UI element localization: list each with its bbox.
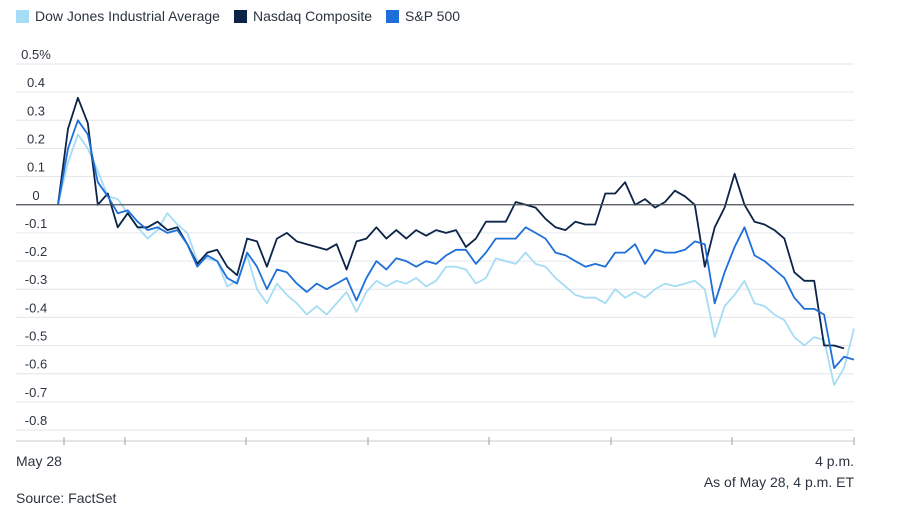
legend-item-dow: Dow Jones Industrial Average <box>16 8 220 24</box>
y-tick-label: -0.1 <box>25 216 47 231</box>
axis-layer: 0.5% 0.4 0.3 0.2 0.1 0 -0.1 -0.2 -0.3 -0.4 -0.5 -0.… <box>16 47 855 445</box>
x-end-label: 4 p.m. <box>815 453 854 469</box>
x-start-label: May 28 <box>16 453 62 469</box>
y-tick-label: -0.4 <box>25 300 47 315</box>
legend-item-nasdaq: Nasdaq Composite <box>233 8 373 24</box>
dow-series-line <box>57 133 855 386</box>
as-of-note: As of May 28, 4 p.m. ET <box>704 474 855 490</box>
legend-swatch-sp500 <box>386 9 400 23</box>
y-tick-label: -0.2 <box>25 244 47 259</box>
y-tick-label: -0.3 <box>25 272 47 287</box>
sp500-series-line <box>57 119 855 370</box>
y-tick-label: 0 <box>32 188 39 203</box>
legend-label-nasdaq: Nasdaq Composite <box>252 8 373 24</box>
y-tick-label: -0.7 <box>25 385 47 400</box>
y-tick-label: -0.5 <box>25 329 47 344</box>
y-tick-label: 0.4 <box>27 75 45 90</box>
legend: Dow Jones Industrial Average Nasdaq Comp… <box>16 8 460 24</box>
legend-swatch-nasdaq <box>233 9 247 23</box>
y-tick-label: -0.8 <box>25 413 47 428</box>
legend-swatch-dow <box>16 9 29 23</box>
y-tick-label: -0.6 <box>25 357 47 372</box>
legend-label-sp500: S&P 500 <box>405 8 461 24</box>
y-tick-label: 0.2 <box>27 131 45 146</box>
y-tick-label: 0.1 <box>27 160 45 175</box>
y-tick-label: 0.3 <box>27 103 45 118</box>
legend-item-sp500: S&P 500 <box>386 8 460 24</box>
y-tick-label: 0.5% <box>21 47 51 62</box>
legend-label-dow: Dow Jones Industrial Average <box>35 8 220 24</box>
source-note: Source: FactSet <box>16 490 116 506</box>
series-layer <box>57 96 855 386</box>
grid-layer <box>16 63 854 431</box>
